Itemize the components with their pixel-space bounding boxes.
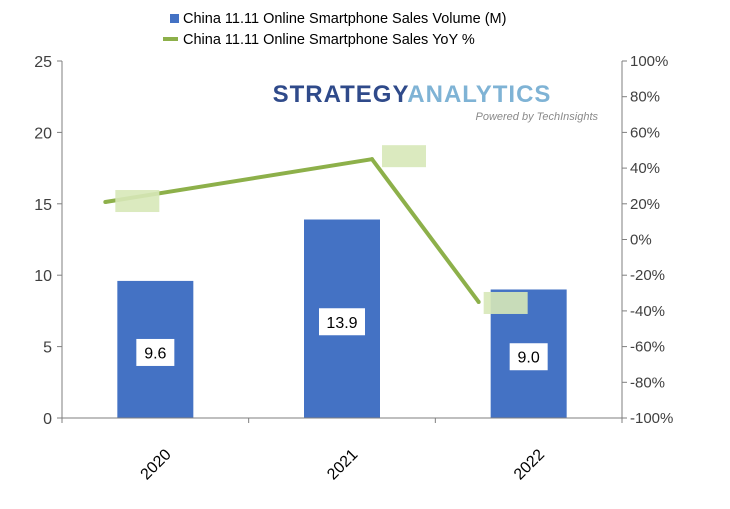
y-left-tick-label: 20 xyxy=(34,125,52,142)
watermark-sub-text: Powered by TechInsights xyxy=(476,111,599,123)
bar-data-label-box xyxy=(136,338,175,366)
y-right-tick-label: -60% xyxy=(630,339,665,356)
y-right-tick-label: 60% xyxy=(630,124,660,141)
y-left-tick-label: 5 xyxy=(43,340,52,357)
y-right-tick-label: 40% xyxy=(630,160,660,177)
y-left-tick-label: 15 xyxy=(34,197,52,214)
yoy-point-2022 xyxy=(476,299,481,304)
y-right-tick-label: 80% xyxy=(630,89,660,106)
legend-bar-label: China 11.11 Online Smartphone Sales Volu… xyxy=(183,11,506,27)
y-left-tick-label: 0 xyxy=(43,411,52,428)
x-tick-label: 2021 xyxy=(324,446,361,483)
y-right-tick-label: -80% xyxy=(630,374,665,391)
y-right-tick-label: -40% xyxy=(630,303,665,320)
y-right-tick-label: 20% xyxy=(630,196,660,213)
x-tick-label: 2022 xyxy=(511,446,548,483)
bar-data-label: 9.0 xyxy=(518,350,540,367)
bar-data-label: 13.9 xyxy=(326,315,357,332)
y-left-tick-label: 25 xyxy=(34,54,52,71)
x-tick-label: 2020 xyxy=(138,446,175,483)
yoy-data-label-box xyxy=(382,145,426,168)
bar-data-label-box xyxy=(319,308,365,336)
bar-data-label: 9.6 xyxy=(144,345,166,362)
y-right-tick-label: -20% xyxy=(630,267,665,284)
yoy-point-2020 xyxy=(103,200,108,205)
yoy-data-label-box xyxy=(115,190,160,213)
y-right-tick-label: 0% xyxy=(630,232,652,249)
yoy-line xyxy=(105,157,481,304)
yoy-point-2021 xyxy=(370,157,374,162)
watermark-logo-text: STRATEGYANALYTICS xyxy=(273,81,552,108)
legend-bar-swatch xyxy=(170,14,179,23)
bar-data-label-box xyxy=(509,343,548,371)
y-right-tick-label: 100% xyxy=(630,53,668,70)
yoy-data-label-box xyxy=(483,291,528,314)
y-right-tick-label: -100% xyxy=(630,410,673,427)
y-left-tick-label: 10 xyxy=(34,268,52,285)
legend-line-label: China 11.11 Online Smartphone Sales YoY … xyxy=(183,32,475,48)
